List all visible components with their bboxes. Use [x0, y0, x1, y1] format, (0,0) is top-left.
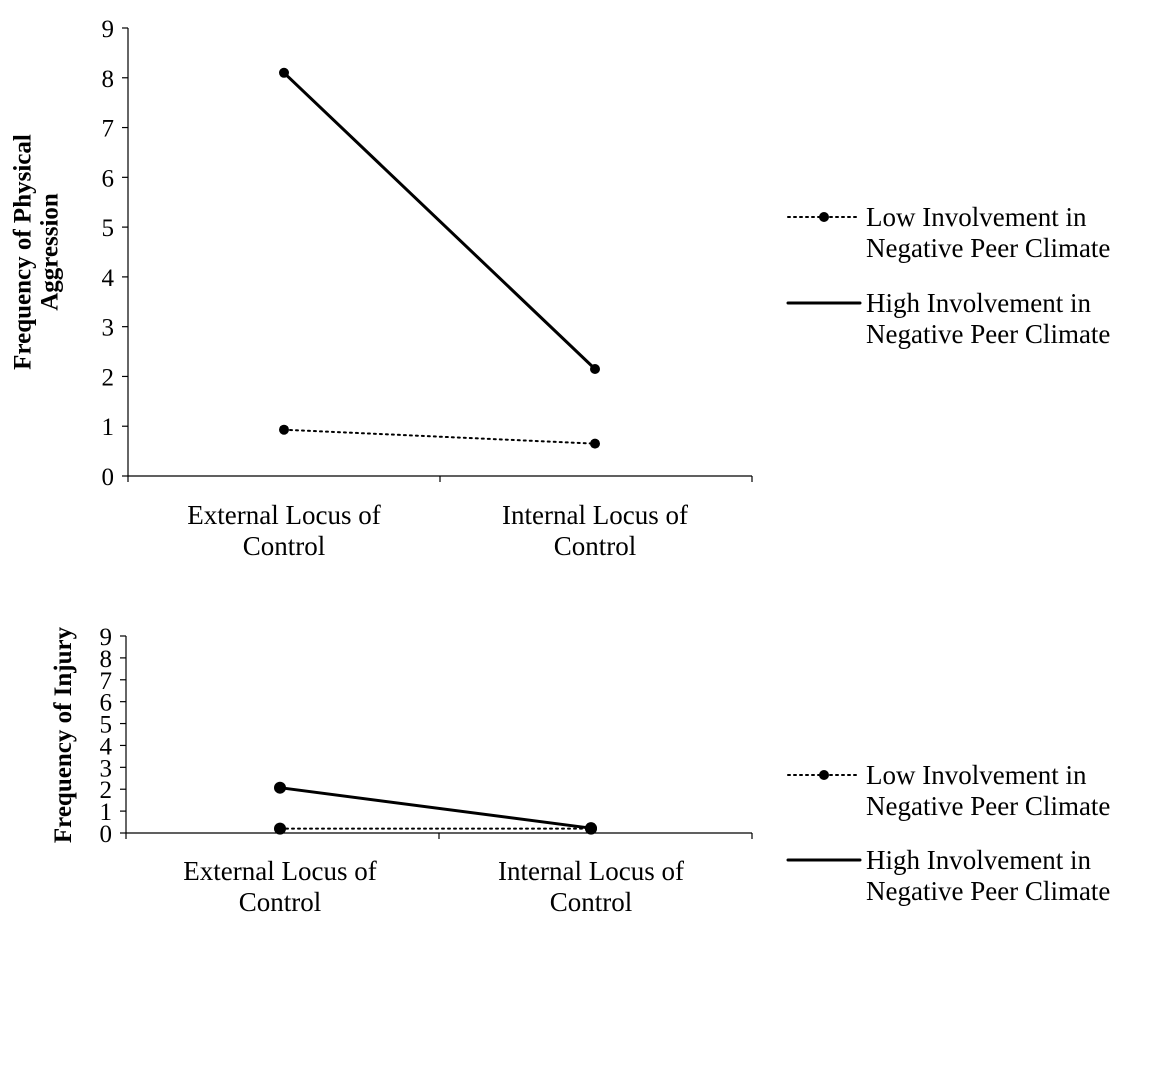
- chart1-series-2-point: [590, 364, 600, 374]
- chart1-y-tick-label: 8: [102, 66, 115, 93]
- chart1-y-tick-label: 2: [102, 364, 115, 391]
- chart2-legend-label-2: Negative Peer Climate: [866, 876, 1110, 906]
- chart2-series-1-point: [274, 823, 286, 835]
- chart1-legend-marker-1: [819, 212, 829, 222]
- chart2-series-2-point: [274, 782, 286, 794]
- chart1-y-axis-label: Aggression: [37, 193, 64, 311]
- chart1-series-1-point: [279, 425, 289, 435]
- chart1-legend-label-2: High Involvement in: [866, 288, 1091, 318]
- chart2-x-category-label: Internal Locus of: [498, 856, 684, 886]
- chart1-series-2-line: [284, 73, 595, 369]
- chart2-x-category-label: Control: [550, 887, 633, 917]
- chart1-y-tick-label: 7: [102, 116, 115, 143]
- chart1-y-tick-label: 0: [102, 464, 115, 491]
- chart2-y-tick-label: 9: [100, 624, 113, 651]
- chart1-y-tick-label: 9: [102, 16, 115, 43]
- chart1-legend-label-1: Low Involvement in: [866, 202, 1087, 232]
- chart1-y-tick-label: 3: [102, 315, 115, 342]
- chart2-y-axis-label: Frequency of Injury: [50, 626, 77, 843]
- chart2-x-category-label: External Locus of: [183, 856, 376, 886]
- chart2-series-2-point: [585, 822, 597, 834]
- chart1-series-1-line: [284, 430, 595, 444]
- chart1-legend-label-1: Negative Peer Climate: [866, 233, 1110, 263]
- chart2-series-2-line: [280, 788, 591, 828]
- chart1-x-category-label: External Locus of: [187, 500, 380, 530]
- chart1-series-2-point: [279, 68, 289, 78]
- chart2-legend-marker-1: [819, 770, 829, 780]
- chart1-y-axis-label: Frequency of Physical: [10, 134, 37, 370]
- chart1-x-category-label: Internal Locus of: [502, 500, 688, 530]
- chart1-y-tick-label: 6: [102, 165, 115, 192]
- chart1-y-tick-label: 1: [102, 414, 115, 441]
- chart1-y-tick-label: 4: [102, 265, 115, 292]
- chart2-legend-label-1: Negative Peer Climate: [866, 791, 1110, 821]
- chart1-x-category-label: Control: [554, 531, 637, 561]
- chart1-x-category-label: Control: [243, 531, 326, 561]
- chart1-legend-label-2: Negative Peer Climate: [866, 319, 1110, 349]
- chart2-legend-label-2: High Involvement in: [866, 845, 1091, 875]
- chart2-legend-label-1: Low Involvement in: [866, 760, 1087, 790]
- chart1-y-tick-label: 5: [102, 215, 115, 242]
- chart2-x-category-label: Control: [239, 887, 322, 917]
- chart1-series-1-point: [590, 439, 600, 449]
